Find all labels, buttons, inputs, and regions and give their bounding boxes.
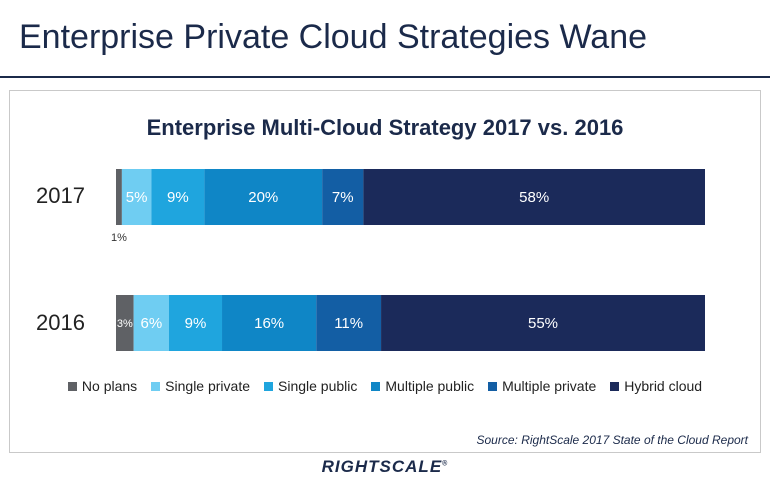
bar-segment-2017-no-plans bbox=[116, 169, 122, 225]
bar-segment-2016-single-public bbox=[169, 295, 223, 351]
logo-text: RIGHTSCALE bbox=[321, 457, 443, 476]
bar-segment-2017-single-private bbox=[121, 169, 152, 225]
bar-value-label: 20% bbox=[248, 189, 278, 206]
bar-segment-2016-multiple-private bbox=[316, 295, 382, 351]
legend-label: Single public bbox=[278, 378, 358, 394]
legend-swatch bbox=[371, 381, 381, 391]
bar-value-label: 1% bbox=[111, 232, 127, 244]
bar-segment-2017-hybrid-cloud bbox=[363, 169, 705, 225]
bar-value-label: 11% bbox=[334, 315, 363, 332]
legend-swatch bbox=[264, 381, 273, 391]
bar-value-label: 7% bbox=[332, 189, 354, 206]
rightscale-logo: RIGHTSCALE® bbox=[0, 457, 770, 477]
bar-value-label: 5% bbox=[126, 189, 148, 206]
bar-value-label: 9% bbox=[185, 315, 207, 332]
legend-item-single-private: Single private bbox=[151, 378, 250, 394]
bar-value-label: 58% bbox=[519, 189, 549, 206]
chart-legend: No plans Single private Single public Mu… bbox=[0, 378, 770, 394]
bar-segment-2017-multiple-private bbox=[322, 169, 364, 225]
bar-value-label: 55% bbox=[528, 315, 558, 332]
legend-item-no-plans: No plans bbox=[67, 378, 138, 394]
bar-segment-2016-no-plans bbox=[116, 295, 134, 351]
legend-label: No plans bbox=[81, 378, 138, 394]
bar-segment-2016-multiple-public bbox=[222, 295, 317, 351]
bar-value-label: 9% bbox=[167, 189, 189, 206]
legend-swatch bbox=[151, 381, 161, 391]
legend-item-single-public: Single public bbox=[264, 378, 357, 394]
legend-item-hybrid-cloud: Hybrid cloud bbox=[610, 378, 702, 394]
page-title: Enterprise Private Cloud Strategies Wane bbox=[19, 18, 648, 56]
legend-label: Hybrid cloud bbox=[624, 378, 703, 394]
bar-value-label: 16% bbox=[254, 315, 284, 332]
bar-segment-2017-single-public bbox=[151, 169, 205, 225]
row-label-2017: 2017 bbox=[36, 183, 85, 208]
legend-label: Multiple public bbox=[385, 378, 475, 394]
legend-swatch bbox=[610, 381, 620, 391]
legend-item-multiple-private: Multiple private bbox=[488, 378, 596, 394]
chart-frame bbox=[9, 90, 761, 453]
legend-label: Single private bbox=[165, 378, 250, 394]
legend-swatch bbox=[67, 381, 77, 391]
bar-value-label: 6% bbox=[140, 315, 162, 332]
registered-mark-icon: ® bbox=[442, 460, 449, 468]
legend-item-multiple-public: Multiple public bbox=[371, 378, 474, 394]
bar-value-label: 3% bbox=[117, 318, 133, 330]
title-divider bbox=[0, 76, 770, 78]
bar-segment-2016-single-private bbox=[133, 295, 170, 351]
source-note: Source: RightScale 2017 State of the Clo… bbox=[476, 433, 749, 447]
legend-swatch bbox=[488, 381, 498, 391]
bar-segment-2017-multiple-public bbox=[204, 169, 323, 225]
chart-title: Enterprise Multi-Cloud Strategy 2017 vs.… bbox=[146, 115, 624, 140]
legend-label: Multiple private bbox=[502, 378, 597, 394]
row-label-2016: 2016 bbox=[36, 310, 85, 335]
bar-segment-2016-hybrid-cloud bbox=[381, 295, 705, 351]
